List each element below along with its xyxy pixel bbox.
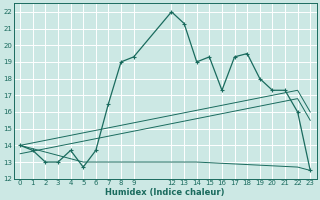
- X-axis label: Humidex (Indice chaleur): Humidex (Indice chaleur): [106, 188, 225, 197]
